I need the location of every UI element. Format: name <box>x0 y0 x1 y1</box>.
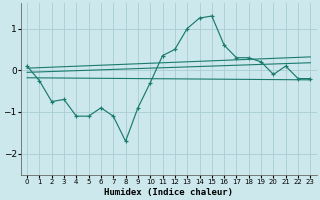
X-axis label: Humidex (Indice chaleur): Humidex (Indice chaleur) <box>104 188 233 197</box>
